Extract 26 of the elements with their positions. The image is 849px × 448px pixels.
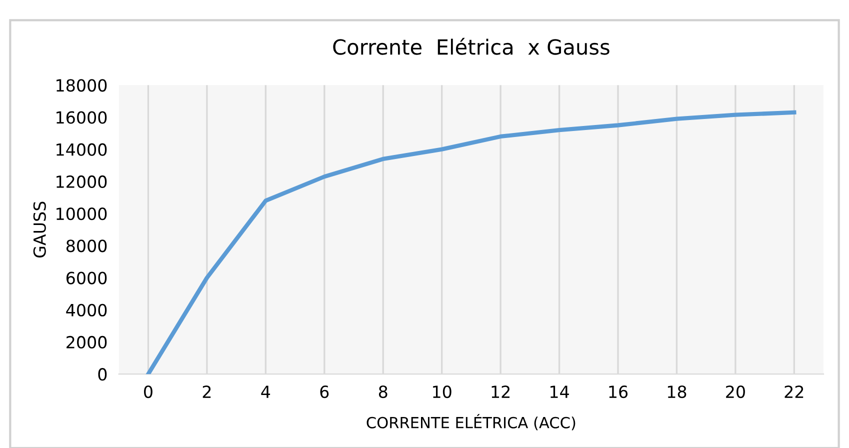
x-tick-label: 10 — [433, 385, 452, 398]
y-tick-label: 10000 — [56, 208, 107, 220]
y-tick-label: 8000 — [66, 240, 107, 252]
x-tick-label: 2 — [202, 385, 211, 398]
y-tick-label: 18000 — [56, 79, 107, 92]
x-axis-title: CORRENTE ELÉTRICA (ACC) — [366, 414, 576, 430]
y-tick-label: 14000 — [56, 143, 107, 156]
x-tick-label: 20 — [726, 385, 745, 398]
x-tick-label: 8 — [378, 385, 388, 398]
x-tick-label: 0 — [144, 385, 152, 398]
x-tick-label: 12 — [492, 385, 510, 398]
x-tick-label: 16 — [609, 385, 628, 398]
x-tick-label: 14 — [550, 386, 569, 398]
y-tick-label: 16000 — [56, 111, 107, 124]
y-tick-label: 4000 — [66, 304, 107, 316]
x-tick-label: 22 — [784, 385, 804, 398]
x-tick-label: 4 — [261, 386, 270, 398]
line-series — [146, 110, 796, 374]
y-axis-title: GAUSS — [33, 202, 46, 258]
y-tick-label: 6000 — [66, 272, 107, 284]
x-tick-label: 6 — [320, 385, 329, 398]
y-tick-label: 12000 — [56, 175, 107, 188]
y-tick-label: 2000 — [66, 336, 107, 349]
chart-title: Corrente Elétrica x Gauss — [333, 38, 610, 55]
y-tick-label: 0 — [98, 368, 107, 381]
x-tick-label: 18 — [668, 385, 686, 398]
